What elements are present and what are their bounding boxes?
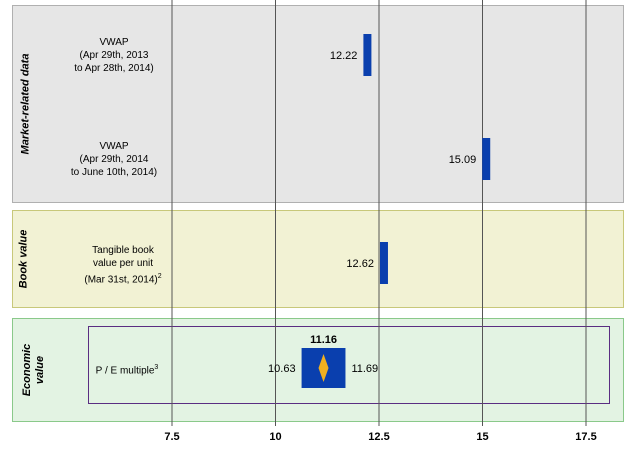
x-tick-label-2: 12.5 <box>368 431 389 443</box>
row-label-vwap-2013: VWAP (Apr 29th, 2013 to Apr 28th, 2014) <box>74 37 154 74</box>
market-related-panel <box>12 5 624 203</box>
value-label-vwap-2014: 15.09 <box>449 154 477 166</box>
midpoint-diamond-pe <box>318 354 329 382</box>
x-tick-label-4: 17.5 <box>575 431 596 443</box>
bar-vwap-2013 <box>363 34 372 76</box>
pe-multiple-box <box>88 326 610 404</box>
bar-vwap-2014 <box>482 138 491 180</box>
low-label-pe: 10.63 <box>268 363 296 375</box>
value-label-tangible-book: 12.62 <box>346 258 374 270</box>
x-tick-label-3: 15 <box>476 431 488 443</box>
mid-label-pe: 11.16 <box>310 334 337 346</box>
high-label-pe: 11.69 <box>351 363 378 375</box>
bar-tangible-book <box>379 242 388 284</box>
row-label-tangible-book: Tangible book value per unit (Mar 31st, … <box>84 245 162 286</box>
row-label-vwap-2014: VWAP (Apr 29th, 2014 to June 10th, 2014) <box>70 141 158 178</box>
row-label-pe-multiple: P / E multiple3 <box>95 364 159 377</box>
value-label-vwap-2013: 12.22 <box>330 50 358 62</box>
x-tick-label-1: 10 <box>269 431 281 443</box>
book-value-panel <box>12 210 624 308</box>
x-tick-label-0: 7.5 <box>164 431 179 443</box>
